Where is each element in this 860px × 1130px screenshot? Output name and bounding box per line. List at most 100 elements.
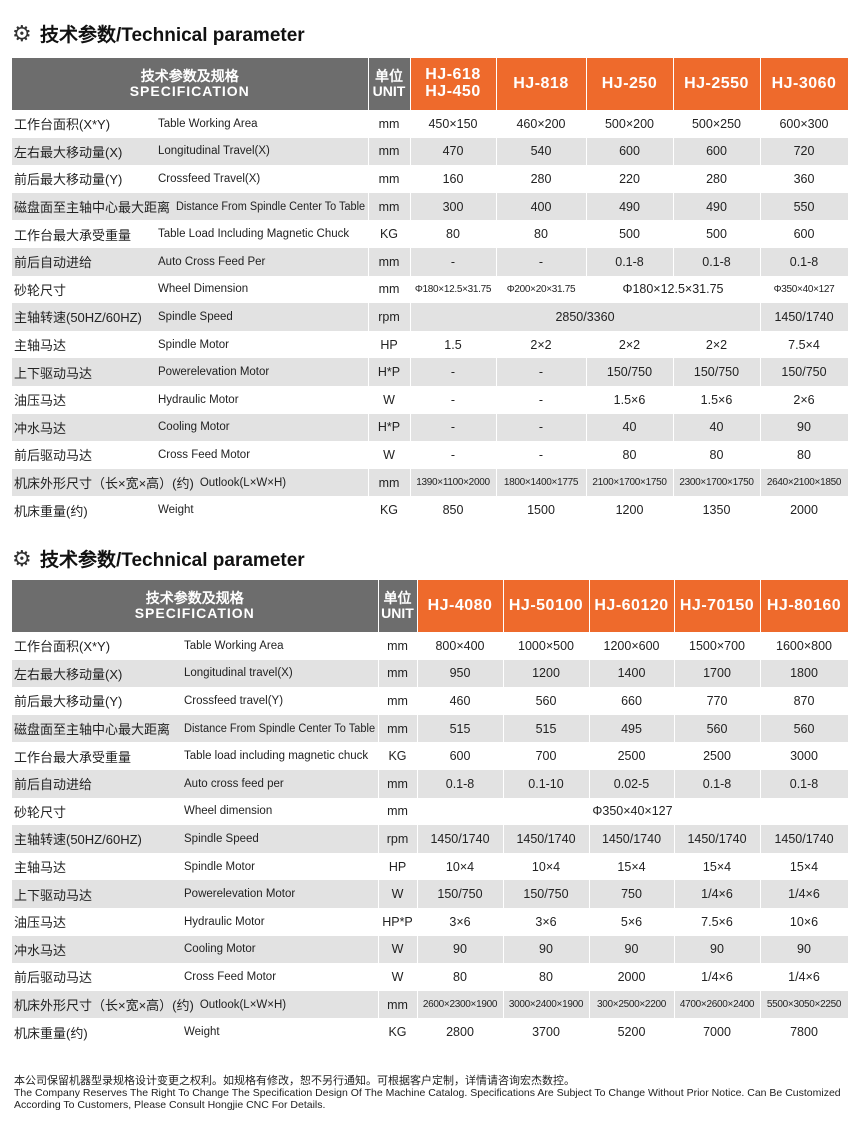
- value-cell: 7000: [674, 1018, 761, 1046]
- value-cell: 1450/1740: [589, 825, 675, 853]
- section-title-text: 技术参数/Technical parameter: [40, 550, 305, 571]
- value-cell: 560: [760, 714, 849, 743]
- param-label: 机床外形尺寸（长×宽×高）(约) Outlook(L×W×H): [12, 990, 379, 1019]
- value-cell: 1450/1740: [674, 825, 761, 853]
- table-row: 前后驱动马达 Cross Feed Motor W - -80 80 80: [12, 441, 849, 469]
- param-label-en: Powerelevation Motor: [184, 888, 296, 901]
- value-cell: 90: [417, 935, 504, 964]
- param-label-cn: 前后最大移动量(Y): [14, 694, 123, 710]
- value-cell: 2100×1700×1750: [586, 468, 674, 497]
- value-cell: 2×2: [673, 330, 761, 359]
- param-label-wrap: 主轴马达 Spindle Motor: [14, 335, 367, 354]
- value-cell: 495: [589, 714, 675, 743]
- unit-cell: rpm: [368, 303, 411, 331]
- unit-cell: mm: [378, 797, 418, 826]
- unit-cell: HP: [368, 330, 411, 359]
- value-cell: 540: [496, 137, 587, 166]
- table-row: 工作台最大承受重量 Table Load Including Magnetic C…: [12, 220, 849, 248]
- param-label-en: Weight: [184, 1026, 220, 1039]
- value-cell: 515: [417, 714, 504, 743]
- model-header: HJ-250: [586, 58, 674, 110]
- value-cell: 1/4×6: [674, 963, 761, 991]
- table-row: 磁盘面至主轴中心最大距离 Distance From Spindle Center…: [12, 714, 849, 743]
- value-cell: 600: [417, 742, 504, 770]
- param-label-wrap: 前后自动进给 Auto Cross Feed Per: [14, 252, 367, 271]
- value-cell: 150/750: [503, 880, 590, 908]
- value-cell: 0.1-8: [673, 247, 761, 276]
- param-label-cn: 前后自动进给: [14, 255, 93, 271]
- value-cell: 560: [674, 714, 761, 743]
- table-row: 主轴马达 Spindle Motor HP 1.5 2×2 2×2 2×2 7.5×4: [12, 330, 849, 359]
- unit-cell: mm: [368, 247, 411, 276]
- param-label-en: Wheel Dimension: [158, 283, 249, 296]
- table-row: 前后驱动马达 Cross Feed Motor W 80 80 2000 1/4×6 1/4×…: [12, 963, 849, 991]
- param-label-wrap: 磁盘面至主轴中心最大距离 Distance From Spindle Center…: [14, 197, 367, 216]
- value-cell: 800×400: [417, 632, 504, 660]
- value-cell: 0.1-8: [760, 769, 849, 798]
- param-label: 机床重量(约) Weight: [12, 496, 369, 524]
- param-label-cn: 前后自动进给: [14, 777, 93, 793]
- param-label-cn: 磁盘面至主轴中心最大距离: [14, 200, 171, 216]
- param-label: 磁盘面至主轴中心最大距离 Distance From Spindle Center…: [12, 714, 379, 743]
- value-cell: 7.5×6: [674, 907, 761, 936]
- param-label: 左右最大移动量(X) Longitudinal Travel(X): [12, 137, 369, 166]
- value-cell: 1450/1740: [760, 825, 849, 853]
- value-cell: 870: [760, 687, 849, 715]
- value-cell: 80: [673, 441, 761, 469]
- unit-cell: KG: [378, 742, 418, 770]
- value-cell: 1400: [589, 659, 675, 688]
- unit-cell: W: [378, 963, 418, 991]
- param-label: 前后驱动马达 Cross Feed Motor: [12, 963, 379, 991]
- param-label: 工作台面积(X*Y) Table Working Area: [12, 110, 369, 138]
- unit-cell: HP*P: [378, 907, 418, 936]
- param-label-cn: 砂轮尺寸: [14, 282, 67, 298]
- param-label-cn: 前后驱动马达: [14, 970, 93, 986]
- table-row: 油压马达 Hydraulic Motor HP*P 3×6 3×6 5×6 7.5×6 10×…: [12, 907, 849, 936]
- unit-cell: KG: [368, 220, 411, 248]
- section-title-2: ⚙ 技术参数/Technical parameter: [12, 545, 305, 572]
- value-cell: 280: [673, 165, 761, 193]
- table-row: 左右最大移动量(X) Longitudinal travel(X) mm 950 120…: [12, 659, 849, 688]
- spec-header-en: SPECIFICATION: [134, 605, 255, 621]
- value-cell: 40: [586, 413, 674, 442]
- param-label: 前后最大移动量(Y) Crossfeed travel(Y): [12, 687, 379, 715]
- value-cell: 1200: [586, 496, 674, 524]
- param-label: 机床外形尺寸（长×宽×高）(约) Outlook(L×W×H): [12, 468, 369, 497]
- value-cell: 2800: [417, 1018, 504, 1046]
- param-label-en: Wheel dimension: [184, 805, 273, 818]
- spec-table-2: 技术参数及规格 SPECIFICATION 单位 UNIT HJ-4080 HJ-5010…: [12, 580, 849, 1046]
- value-cell: 80: [496, 220, 587, 248]
- model-header: HJ-70150: [674, 580, 761, 632]
- value-cell: 470: [410, 137, 497, 166]
- param-label-en: Spindle Speed: [184, 832, 259, 845]
- value-cell: 400: [496, 192, 587, 221]
- value-cell: 1350: [673, 496, 761, 524]
- unit-cell: KG: [378, 1018, 418, 1046]
- value-cell: Φ180×12.5×31.75: [410, 275, 497, 304]
- value-cell: 300×2500×2200: [589, 990, 675, 1019]
- param-label: 前后自动进给 Auto Cross Feed Per: [12, 247, 369, 276]
- param-label-wrap: 左右最大移动量(X) Longitudinal travel(X): [14, 664, 377, 683]
- value-cell: 750: [589, 880, 675, 908]
- value-cell: 2×2: [586, 330, 674, 359]
- unit-header-en: UNIT: [372, 83, 406, 99]
- param-label: 上下驱动马达 Powerelevation Motor: [12, 880, 379, 908]
- spec-header-cn: 技术参数及规格: [145, 590, 244, 607]
- table-row: 机床外形尺寸（长×宽×高）(约) Outlook(L×W×H) mm 1390×110…: [12, 468, 849, 497]
- value-cell: 0.1-8: [586, 247, 674, 276]
- unit-cell: W: [368, 385, 411, 414]
- model-header: HJ-618 HJ-450: [410, 58, 497, 110]
- unit-cell: HP: [378, 852, 418, 881]
- model-header: HJ-50100: [503, 580, 590, 632]
- value-cell: 720: [760, 137, 849, 166]
- value-cell: 220: [586, 165, 674, 193]
- param-label-wrap: 工作台最大承受重量 Table Load Including Magnetic C…: [14, 225, 367, 244]
- value-cell: -: [496, 413, 587, 442]
- value-cell: 3×6: [417, 907, 504, 936]
- table-row: 工作台面积(X*Y) Table Working Area mm 800×400 100…: [12, 632, 849, 660]
- value-cell: 5500×3050×2250: [760, 990, 849, 1019]
- unit-cell: mm: [368, 192, 411, 221]
- unit-cell: KG: [368, 496, 411, 524]
- table-row: 砂轮尺寸 Wheel dimension mm Φ350×40×127: [12, 797, 849, 826]
- table-row: 机床重量(约) Weight KG 850 1500 1200 1350 2000: [12, 496, 849, 524]
